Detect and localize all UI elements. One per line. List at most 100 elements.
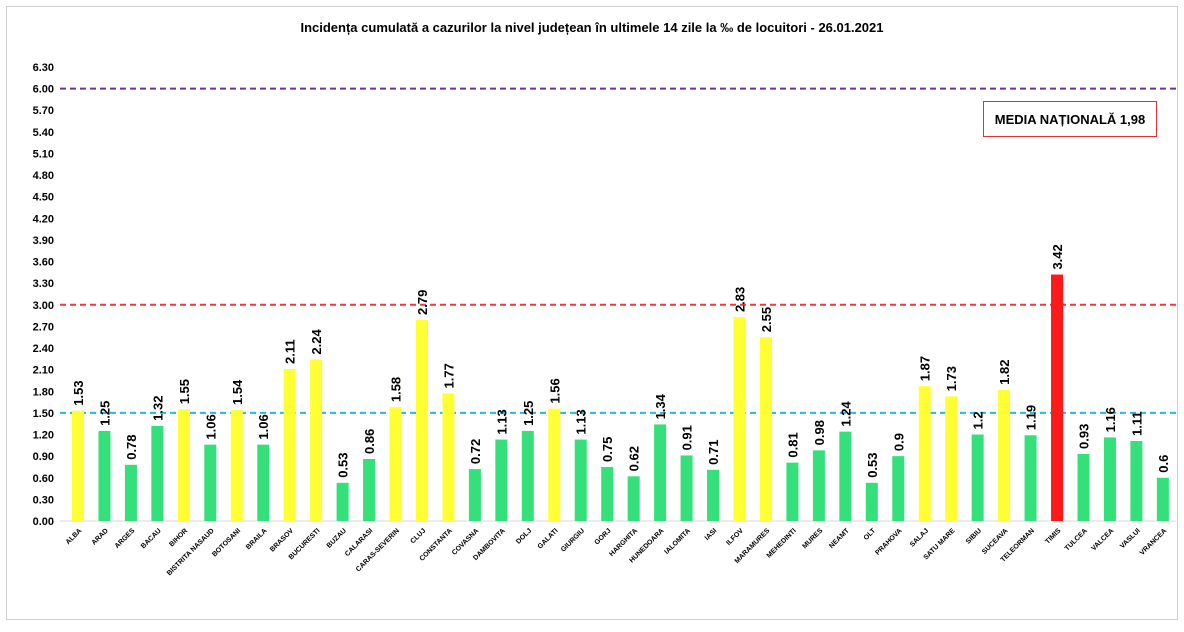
y-tick-label: 0.60 — [33, 473, 54, 485]
y-tick-label: 1.80 — [33, 386, 54, 398]
x-tick-label: BISTRITA NASAUD — [166, 527, 216, 577]
bar — [257, 444, 270, 521]
bar — [521, 430, 534, 521]
y-tick-label: 3.90 — [33, 235, 54, 247]
bar — [1103, 437, 1116, 521]
y-tick-label: 5.10 — [33, 148, 54, 160]
data-label: 3.42 — [1050, 244, 1065, 269]
x-tick-label: BIHOR — [168, 527, 189, 548]
x-tick-label: VASLUI — [1119, 527, 1142, 550]
x-tick-label: BRASOV — [269, 527, 295, 553]
bar — [1051, 274, 1064, 521]
data-label: 2.79 — [415, 290, 430, 315]
y-tick-label: 2.70 — [33, 321, 54, 333]
bar — [415, 319, 428, 521]
bar — [310, 359, 323, 521]
data-label: 0.81 — [785, 432, 800, 457]
data-label: 0.62 — [627, 446, 642, 471]
data-label: 0.75 — [600, 437, 615, 462]
data-label: 1.13 — [494, 409, 509, 434]
y-tick-label: 6.00 — [33, 84, 54, 96]
data-label: 0.9 — [891, 433, 906, 451]
bar — [548, 408, 561, 521]
bar — [998, 389, 1011, 521]
data-label: 1.32 — [150, 396, 165, 421]
x-tick-label: MURES — [801, 527, 824, 550]
bar — [574, 439, 587, 521]
x-tick-label: VALCEA — [1090, 527, 1115, 552]
data-label: 1.58 — [389, 377, 404, 402]
x-tick-label: ARGES — [114, 527, 137, 550]
x-tick-label: SUCEAVA — [981, 527, 1009, 555]
bar — [1077, 453, 1090, 521]
bar — [707, 469, 720, 521]
bar — [865, 482, 878, 521]
x-tick-label: SALAJ — [909, 527, 930, 548]
x-tick-label: ILFOV — [725, 527, 745, 547]
bar — [680, 455, 693, 521]
data-label: 1.87 — [918, 356, 933, 381]
y-tick-label: 4.80 — [33, 170, 54, 182]
data-label: 2.83 — [733, 287, 748, 312]
bar — [812, 450, 825, 521]
bar — [627, 476, 640, 521]
y-tick-label: 0.00 — [33, 516, 54, 528]
bar — [654, 424, 667, 521]
data-label: 2.55 — [759, 307, 774, 332]
x-tick-label: IASI — [704, 527, 719, 542]
data-label: 0.98 — [812, 420, 827, 445]
data-label: 2.24 — [309, 329, 324, 355]
bar — [442, 393, 455, 521]
bar — [151, 425, 164, 521]
bar — [336, 482, 349, 521]
chart-title: Incidența cumulată a cazurilor la nivel … — [300, 20, 884, 35]
data-label: 0.91 — [680, 425, 695, 450]
y-tick-label: 5.40 — [33, 127, 54, 139]
y-tick-label: 3.60 — [33, 257, 54, 269]
y-tick-label: 2.40 — [33, 343, 54, 355]
x-tick-label: GORJ — [594, 527, 613, 546]
bar — [177, 409, 190, 521]
data-label: 1.25 — [521, 401, 536, 426]
bar — [468, 469, 481, 521]
bar — [363, 459, 376, 521]
national-average-box: MEDIA NAȚIONALĂ 1,98 — [983, 101, 1157, 137]
bar — [124, 464, 137, 521]
bar — [733, 317, 746, 521]
x-tick-label: PRAHOVA — [874, 527, 903, 556]
x-tick-label: BACAU — [140, 527, 163, 550]
y-tick-label: 1.50 — [33, 408, 54, 420]
bar — [892, 456, 905, 521]
bar — [1156, 477, 1169, 521]
bar — [1130, 441, 1143, 521]
x-tick-label: ARAD — [91, 527, 110, 546]
x-tick-label: OLT — [863, 527, 878, 542]
y-tick-label: 4.50 — [33, 192, 54, 204]
y-tick-label: 1.20 — [33, 430, 54, 442]
x-tick-label: VRANCEA — [1139, 527, 1168, 556]
x-tick-label: BOTOSANI — [211, 527, 242, 558]
data-label: 0.93 — [1076, 424, 1091, 449]
x-tick-label: TIMIS — [1044, 527, 1062, 545]
y-tick-label: 3.30 — [33, 278, 54, 290]
bar — [72, 410, 84, 521]
data-label: 1.54 — [230, 379, 245, 405]
data-label: 0.53 — [336, 452, 351, 477]
bar — [971, 434, 984, 521]
data-label: 1.06 — [203, 414, 218, 439]
x-tick-label: DOLJ — [515, 527, 533, 545]
data-label: 1.77 — [441, 363, 456, 388]
data-label: 1.55 — [177, 379, 192, 404]
bar — [1024, 435, 1037, 521]
data-label: 1.56 — [547, 378, 562, 403]
data-label: 0.6 — [1156, 455, 1171, 473]
data-label: 0.53 — [865, 452, 880, 477]
bar — [98, 430, 111, 521]
x-tick-label: NEAMT — [828, 527, 851, 550]
bar — [283, 368, 296, 521]
bar — [945, 396, 958, 521]
x-tick-label: IALOMITA — [663, 527, 692, 556]
bar — [230, 410, 243, 521]
x-tick-label: BUZAU — [326, 527, 348, 549]
